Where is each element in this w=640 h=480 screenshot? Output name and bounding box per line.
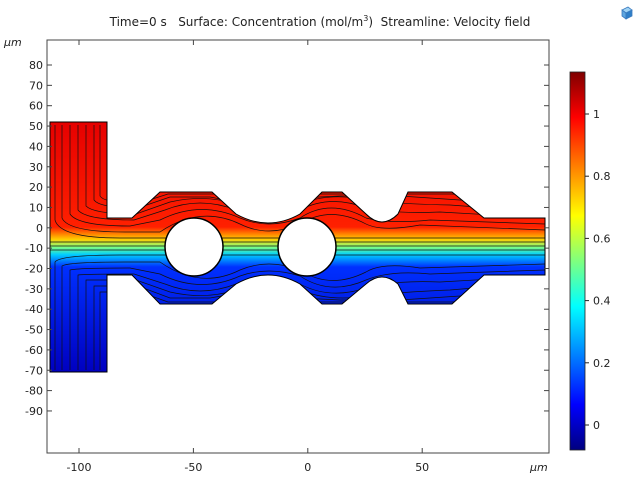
y-axis-unit: µm (3, 36, 22, 49)
y-tick-label: 70 (29, 79, 43, 92)
x-tick-label: 50 (415, 461, 429, 474)
colorbar-tick-label: 0.2 (593, 357, 611, 370)
y-tick-label: 80 (29, 59, 43, 72)
y-tick-label: 20 (29, 181, 43, 194)
y-tick-label: 60 (29, 100, 43, 113)
y-tick-label: -80 (25, 385, 43, 398)
x-tick-label: -100 (67, 461, 92, 474)
x-axis: -100 -50 0 50 (67, 40, 429, 474)
x-tick-label: 0 (304, 461, 311, 474)
y-tick-label: 30 (29, 161, 43, 174)
title-surface-sup: 3 (363, 14, 369, 23)
colorbar (569, 71, 586, 451)
title-streamline: Streamline: Velocity field (380, 15, 531, 29)
y-tick-label: -40 (25, 303, 43, 316)
y-tick-label: -20 (25, 263, 43, 276)
colorbar-tick-label: 0.6 (593, 232, 611, 245)
y-tick-label: -30 (25, 283, 43, 296)
colorbar-tick-label: 0.8 (593, 170, 611, 183)
y-tick-label: 10 (29, 201, 43, 214)
title-surface: Surface: Concentration (mol/m (178, 15, 364, 29)
pillar-left (164, 217, 224, 277)
y-tick-label: -10 (25, 242, 43, 255)
y-tick-label: -70 (25, 364, 43, 377)
colorbar-tick-label: 0.4 (593, 295, 611, 308)
colorbar-ticks: 1 0.8 0.6 0.4 0.2 0 (585, 108, 611, 432)
title-surface-close: ) (368, 15, 374, 29)
channel-outline (49, 121, 546, 373)
y-tick-label: 0 (36, 222, 43, 235)
cube-icon[interactable] (620, 6, 634, 20)
y-tick-label: 50 (29, 120, 43, 133)
colorbar-tick-label: 1 (593, 108, 600, 121)
pillar-right (277, 217, 337, 277)
x-axis-unit: µm (529, 461, 548, 474)
y-tick-label: -50 (25, 324, 43, 337)
y-axis: 80 70 60 50 40 30 20 10 0 -10 -20 -30 -40 -50 -60 -70 -8… (25, 59, 549, 418)
y-tick-label: 40 (29, 140, 43, 153)
colorbar-tick-label: 0 (593, 419, 600, 432)
y-tick-label: -90 (25, 405, 43, 418)
x-tick-label: -50 (184, 461, 202, 474)
title-time: Time=0 s (109, 15, 167, 29)
plot-title: Time=0 s Surface: Concentration (mol/m3)… (0, 14, 640, 29)
y-tick-label: -60 (25, 344, 43, 357)
